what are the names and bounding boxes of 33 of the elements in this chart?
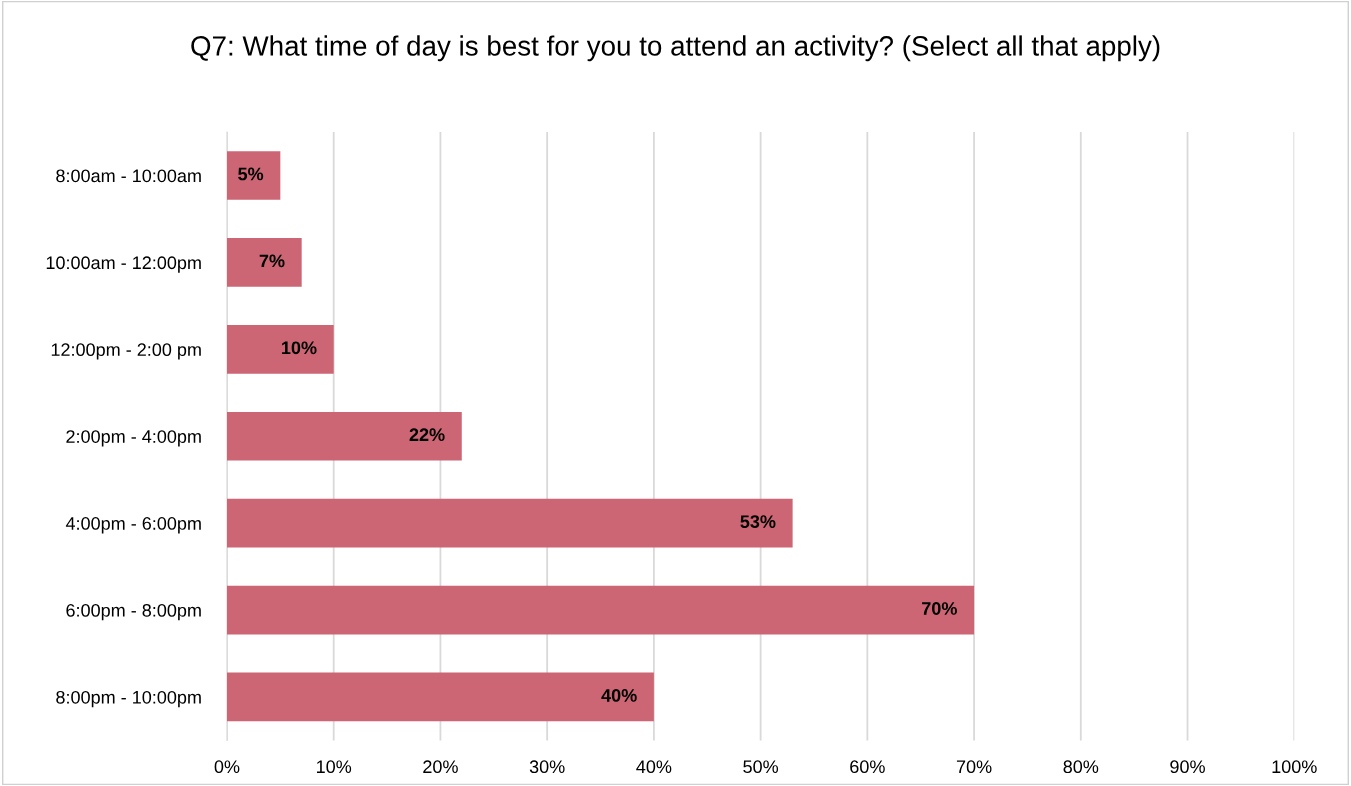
y-tick-label: 4:00pm - 6:00pm — [65, 517, 201, 534]
x-tick-label: 80% — [1063, 760, 1099, 774]
x-tick-label: 20% — [423, 760, 458, 774]
data-label: 7% — [259, 254, 285, 268]
bar — [226, 672, 654, 722]
bar — [226, 411, 462, 461]
data-label: 40% — [601, 689, 637, 702]
bar — [226, 498, 793, 548]
bar — [226, 324, 334, 374]
data-label: 22% — [409, 428, 445, 442]
bar — [226, 151, 281, 200]
x-tick-label: 70% — [956, 760, 992, 774]
y-tick-label: 12:00pm - 2:00 pm — [51, 343, 201, 360]
x-tick-label: 90% — [1170, 760, 1205, 774]
data-label: 53% — [740, 515, 776, 529]
x-tick-label: 40% — [636, 760, 672, 774]
y-tick-label: 2:00pm - 4:00pm — [66, 430, 201, 447]
data-label: 10% — [282, 341, 317, 355]
x-tick-label: 60% — [850, 760, 885, 774]
y-tick-label: 10:00am - 12:00pm — [46, 256, 201, 273]
y-tick-label: 8:00am - 10:00am — [56, 169, 201, 183]
data-label: 5% — [238, 167, 264, 181]
data-label: 70% — [922, 602, 957, 615]
x-tick-label: 0% — [214, 760, 240, 774]
y-tick-label: 6:00pm - 8:00pm — [66, 603, 201, 621]
y-tick-label: 8:00pm - 10:00pm — [56, 690, 201, 708]
x-tick-label: 30% — [529, 760, 565, 774]
x-tick-label: 100% — [1272, 760, 1317, 774]
x-tick-label: 10% — [317, 760, 352, 774]
x-tick-label: 50% — [743, 760, 779, 774]
chart-title: Q7: What time of day is best for you to attend an activity? (Select all that apply) — [191, 35, 1160, 62]
bar — [226, 238, 302, 287]
bar — [226, 585, 975, 635]
